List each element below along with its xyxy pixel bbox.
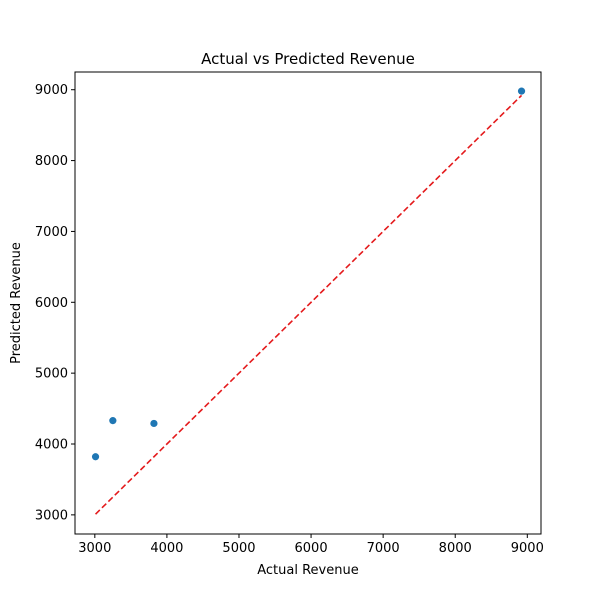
x-tick-label: 7000: [367, 541, 400, 556]
x-axis-ticks: 3000 4000 5000 6000 7000 8000 9000: [78, 534, 544, 556]
x-tick-label: 6000: [295, 541, 328, 556]
x-tick-label: 9000: [511, 541, 544, 556]
x-axis-label: Actual Revenue: [257, 563, 358, 578]
x-tick-label: 8000: [439, 541, 472, 556]
data-point: [517, 87, 526, 95]
y-tick-label: 3000: [35, 508, 68, 523]
data-point: [150, 419, 158, 428]
plot-frame: [74, 71, 542, 535]
y-tick-label: 7000: [35, 225, 68, 240]
y-tick-label: 6000: [35, 296, 68, 311]
y-axis-label: Predicted Revenue: [9, 242, 24, 364]
y-tick-label: 8000: [35, 154, 68, 169]
data-point: [109, 417, 117, 425]
x-tick-label: 4000: [150, 541, 183, 556]
x-tick-label: 5000: [222, 541, 255, 556]
chart-title: Actual vs Predicted Revenue: [201, 50, 415, 68]
x-tick-label: 3000: [78, 541, 111, 556]
reference-line: [94, 94, 523, 515]
points-layer: [91, 87, 526, 461]
y-tick-label: 4000: [35, 438, 68, 453]
reference-line-layer: [94, 94, 523, 515]
y-axis-ticks: 3000 4000 5000 6000 7000 8000 9000: [35, 83, 75, 523]
y-tick-label: 5000: [35, 367, 68, 382]
data-point: [91, 453, 100, 461]
y-tick-label: 9000: [35, 83, 68, 98]
